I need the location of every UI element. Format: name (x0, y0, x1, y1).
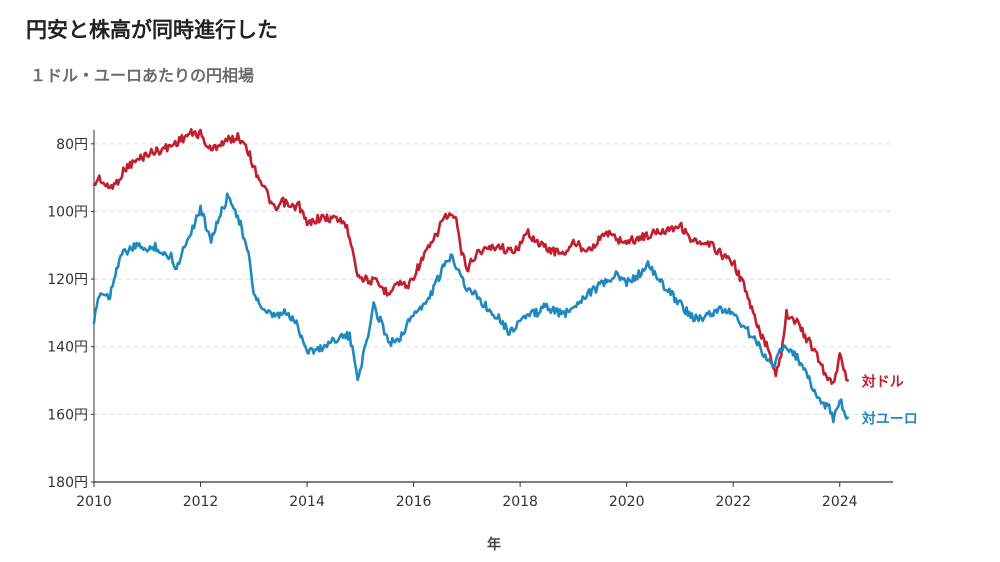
series-label-eur: 対ユーロ (861, 411, 918, 428)
x-tick-label: 2020 (609, 494, 645, 510)
series-line-usd (92, 128, 849, 386)
x-tick-label: 2014 (289, 494, 325, 510)
series-line-eur (92, 192, 849, 424)
y-axis-ticks: 80円 100円 120円 140円 160円 180円 (47, 130, 95, 491)
x-tick-label: 2010 (76, 494, 112, 510)
series-label-usd: 対ドル (861, 374, 904, 391)
gridlines (94, 143, 893, 415)
y-tick-label: 180円 (47, 475, 88, 491)
series-lines (92, 128, 849, 424)
y-tick-label: 120円 (47, 272, 88, 288)
y-tick-label: 140円 (47, 340, 88, 356)
y-tick-label: 160円 (47, 407, 88, 423)
x-tick-label: 2018 (502, 494, 538, 510)
y-tick-label: 100円 (47, 204, 88, 220)
x-axis: 2010 2012 2014 2016 2018 2020 2022 2024 (76, 481, 893, 510)
x-axis-label: 年 (487, 536, 501, 553)
y-tick-label: 80円 (56, 137, 88, 153)
x-tick-label: 2022 (715, 494, 751, 510)
x-tick-label: 2012 (183, 494, 219, 510)
x-tick-label: 2016 (396, 494, 432, 510)
chart-title: 円安と株高が同時進行した (26, 18, 278, 42)
x-tick-label: 2024 (822, 494, 858, 510)
chart-subtitle: １ドル・ユーロあたりの円相場 (30, 66, 255, 85)
